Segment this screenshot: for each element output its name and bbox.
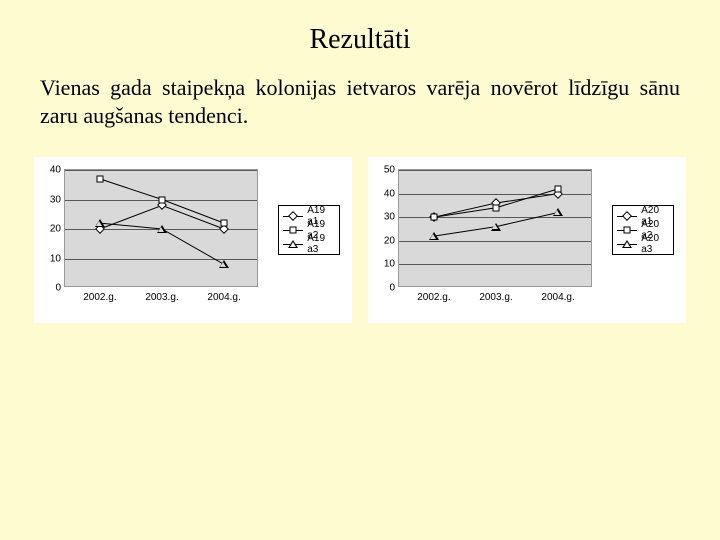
legend-label: A19 a3 xyxy=(307,233,334,255)
plot-area: 010203040502002.g.2003.g.2004.g. xyxy=(398,169,592,287)
x-tick-label: 2003.g. xyxy=(145,286,178,303)
legend-sample xyxy=(617,239,637,249)
body-text: Vienas gada staipekņa kolonijas ietvaros… xyxy=(0,56,720,129)
y-tick-label: 30 xyxy=(50,194,65,205)
y-tick-label: 10 xyxy=(384,259,399,270)
page-title: Rezultāti xyxy=(0,0,720,56)
x-tick-label: 2002.g. xyxy=(83,286,116,303)
data-marker-square xyxy=(493,204,500,211)
y-tick-label: 40 xyxy=(50,165,65,176)
legend-marker-diamond xyxy=(288,211,298,221)
legend-sample xyxy=(283,225,303,235)
legend-marker-diamond xyxy=(622,211,632,221)
plot-area: 0102030402002.g.2003.g.2004.g. xyxy=(64,169,258,287)
x-tick-label: 2003.g. xyxy=(479,286,512,303)
y-tick-label: 20 xyxy=(50,224,65,235)
x-tick-label: 2004.g. xyxy=(207,286,240,303)
data-marker-square xyxy=(96,175,103,182)
legend-sample xyxy=(283,211,303,221)
y-tick-label: 0 xyxy=(389,283,399,294)
chart-left: 0102030402002.g.2003.g.2004.g.A19 a1A19 … xyxy=(34,157,352,323)
legend-item: A20 a3 xyxy=(617,237,668,251)
x-tick-label: 2004.g. xyxy=(541,286,574,303)
y-tick-label: 30 xyxy=(384,212,399,223)
legend: A20 a1A20 a2A20 a3 xyxy=(612,205,674,255)
x-tick-label: 2002.g. xyxy=(417,286,450,303)
y-tick-label: 20 xyxy=(384,235,399,246)
legend: A19 a1A19 a2A19 a3 xyxy=(278,205,340,255)
data-marker-square xyxy=(555,185,562,192)
chart-right: 010203040502002.g.2003.g.2004.g.A20 a1A2… xyxy=(368,157,686,323)
y-tick-label: 40 xyxy=(384,188,399,199)
legend-label: A20 a3 xyxy=(641,233,668,255)
legend-item: A19 a3 xyxy=(283,237,334,251)
legend-sample xyxy=(617,225,637,235)
legend-sample xyxy=(617,211,637,221)
y-tick-label: 50 xyxy=(384,165,399,176)
data-marker-square xyxy=(430,214,437,221)
data-marker-square xyxy=(159,196,166,203)
legend-marker-square xyxy=(624,227,631,234)
legend-sample xyxy=(283,239,303,249)
legend-marker-square xyxy=(290,227,297,234)
charts-row: 0102030402002.g.2003.g.2004.g.A19 a1A19 … xyxy=(0,129,720,323)
y-tick-label: 10 xyxy=(50,253,65,264)
data-marker-square xyxy=(221,220,228,227)
y-tick-label: 0 xyxy=(55,283,65,294)
